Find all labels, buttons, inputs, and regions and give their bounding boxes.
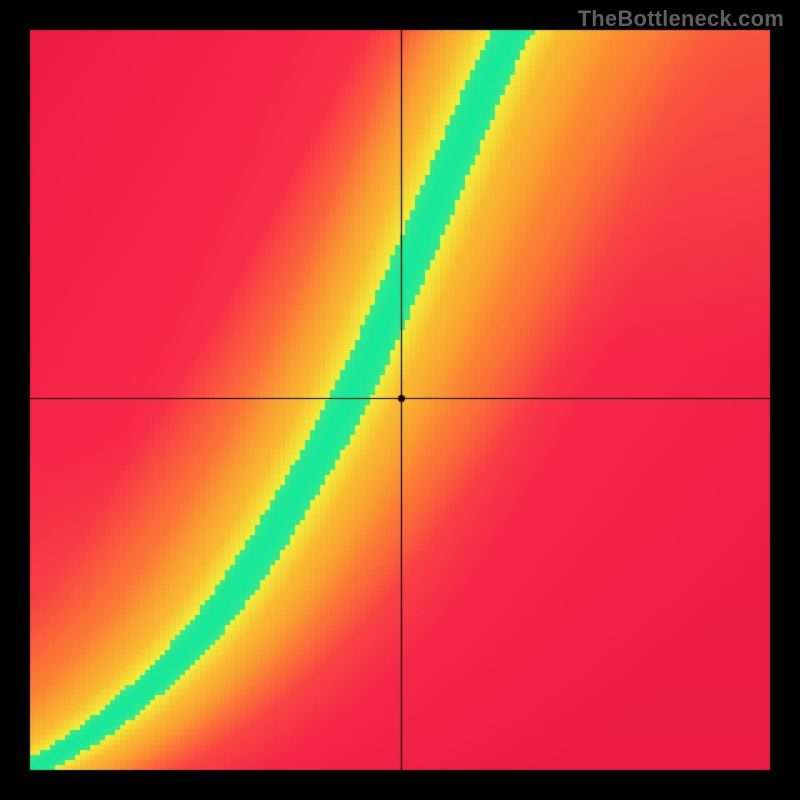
- bottleneck-heatmap: [0, 0, 800, 800]
- watermark-text: TheBottleneck.com: [578, 6, 784, 32]
